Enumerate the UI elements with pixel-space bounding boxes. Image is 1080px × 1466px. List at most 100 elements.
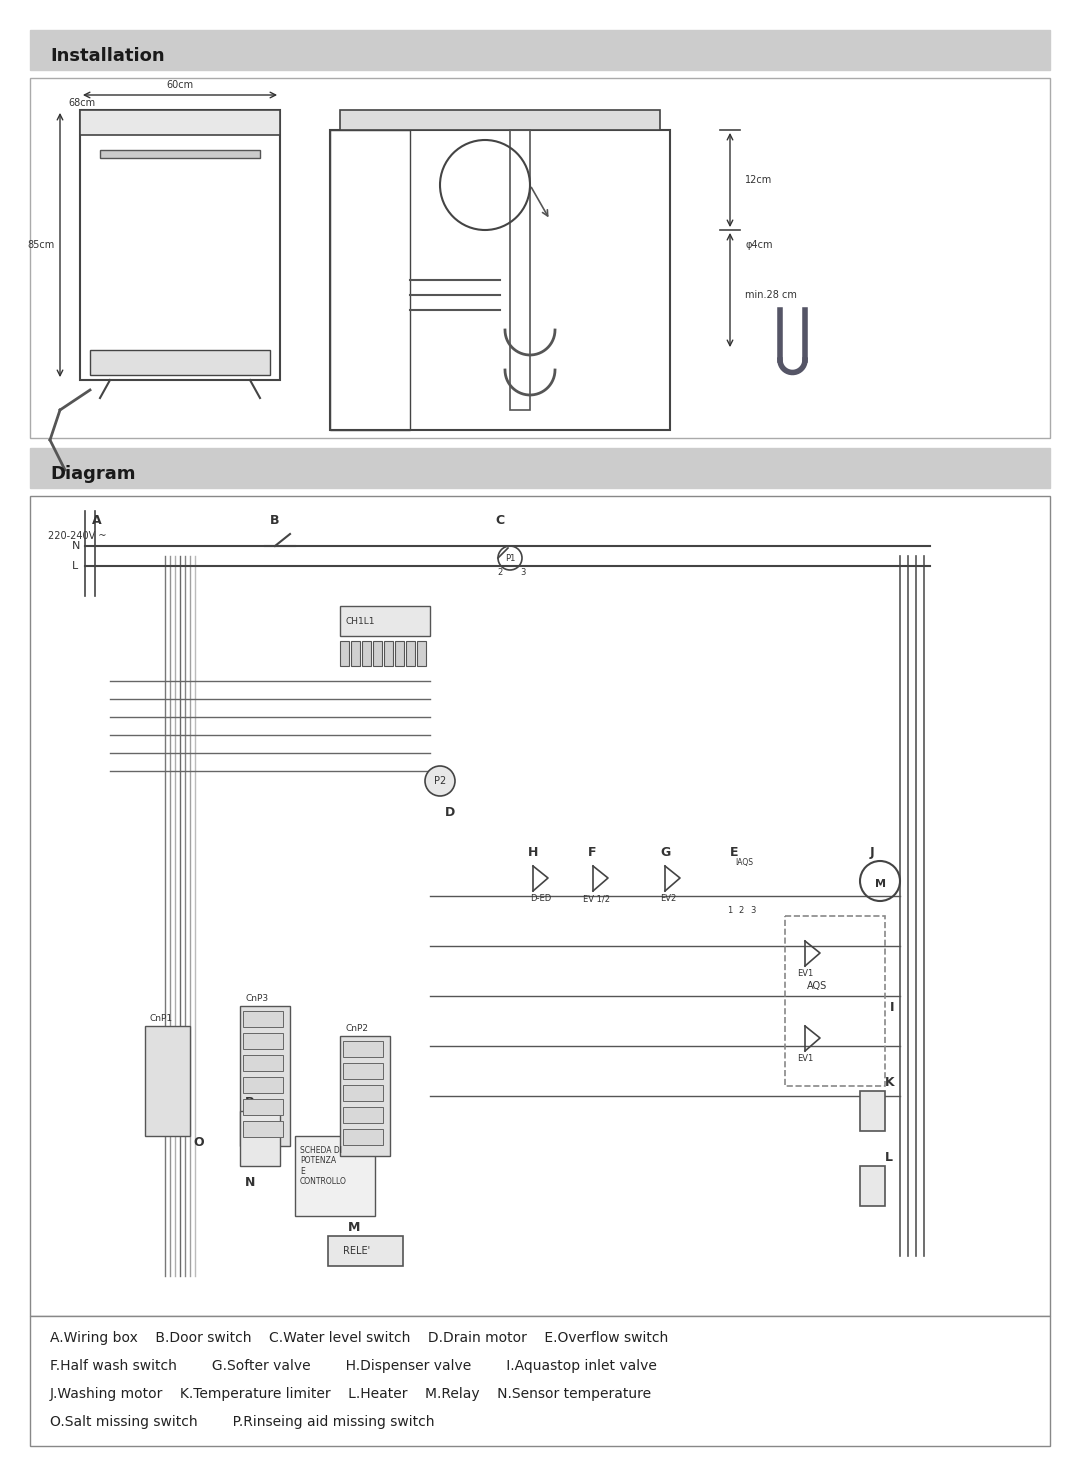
Text: EV1: EV1 [797,1054,813,1063]
Text: 3: 3 [750,906,755,915]
Text: 3: 3 [248,1061,254,1072]
Bar [328,1236,403,1267]
Text: J.Washing motor    K.Temperature limiter    L.Heater    M.Relay    N.Sensor temp: J.Washing motor K.Temperature limiter L.… [50,1387,652,1401]
Text: P: P [245,1097,254,1108]
Bar [243,1100,283,1116]
Bar [860,1165,885,1207]
Text: E: E [730,846,739,859]
Text: 11: 11 [348,1070,357,1079]
Bar [340,110,660,130]
Text: EV2: EV2 [660,894,676,903]
Text: min.28 cm: min.28 cm [745,290,797,301]
Bar [343,1129,383,1145]
Text: CnP3: CnP3 [245,994,268,1003]
Text: N: N [245,1176,255,1189]
Bar [240,1111,280,1165]
Bar [243,1012,283,1028]
Bar [100,150,260,158]
Bar [30,78,1050,438]
Bar [343,1107,383,1123]
Bar [90,350,270,375]
Bar [340,641,349,666]
Text: D-ED: D-ED [530,894,551,903]
Bar [0,0,1080,29]
Bar [395,641,404,666]
Text: 60cm: 60cm [166,81,193,89]
Text: P1: P1 [505,554,515,563]
Bar [417,641,426,666]
Bar [243,1056,283,1072]
Text: 10: 10 [348,1092,357,1101]
Text: 12cm: 12cm [745,174,772,185]
Text: 220-240V ~: 220-240V ~ [48,531,107,541]
Text: D: D [445,806,456,819]
Bar [330,130,670,430]
Bar [343,1041,383,1057]
Text: RELE': RELE' [343,1246,370,1256]
Text: Installation: Installation [50,47,164,65]
Bar [330,130,410,430]
Text: B: B [270,515,280,526]
Text: 1: 1 [727,906,732,915]
Text: 2: 2 [248,1039,253,1050]
Text: G: G [660,846,671,859]
Bar [243,1121,283,1138]
Text: 68cm: 68cm [68,98,95,108]
Text: 3: 3 [519,567,525,578]
Text: A.Wiring box    B.Door switch    C.Water level switch    D.Drain motor    E.Over: A.Wiring box B.Door switch C.Water level… [50,1331,669,1344]
Bar [384,641,393,666]
Text: 12: 12 [348,1048,357,1057]
Text: 9: 9 [348,1114,353,1123]
Text: 2: 2 [738,906,743,915]
Bar [351,641,360,666]
Text: EV1: EV1 [797,969,813,978]
Text: CnP1: CnP1 [150,1014,173,1023]
Bar [510,130,530,410]
Text: O.Salt missing switch        P.Rinseing aid missing switch: O.Salt missing switch P.Rinseing aid mis… [50,1415,434,1429]
Text: 85cm: 85cm [28,240,55,251]
Bar [80,110,280,135]
Text: M: M [348,1221,361,1234]
Bar [240,1006,291,1146]
Text: 4: 4 [248,1083,253,1094]
Bar [860,1091,885,1130]
Text: P2: P2 [434,776,446,786]
Text: IAQS: IAQS [735,858,753,866]
Bar [295,1136,375,1215]
Text: L: L [72,561,78,570]
Text: 2: 2 [497,567,502,578]
Bar [362,641,372,666]
Text: K: K [885,1076,894,1089]
Text: A: A [92,515,102,526]
Text: AQS: AQS [807,981,827,991]
Text: CH1L1: CH1L1 [345,617,375,626]
Text: EV 1/2: EV 1/2 [583,894,610,903]
Text: N: N [72,541,80,551]
Bar [30,449,1050,488]
Text: J: J [870,846,875,859]
Bar [373,641,382,666]
Bar [145,1026,190,1136]
Bar [30,496,1050,1316]
Bar [343,1085,383,1101]
Text: M: M [875,880,886,888]
Bar [343,1063,383,1079]
Bar [30,1316,1050,1445]
Text: I: I [890,1001,894,1014]
Text: Diagram: Diagram [50,465,135,482]
Bar [340,605,430,636]
Text: SCHEDA DI
POTENZA
E
CONTROLLO: SCHEDA DI POTENZA E CONTROLLO [300,1146,347,1186]
Text: F: F [588,846,596,859]
Text: 1: 1 [248,1017,253,1028]
Text: φ4cm: φ4cm [745,240,772,251]
Bar [80,110,280,380]
Text: C: C [495,515,504,526]
Text: F.Half wash switch        G.Softer valve        H.Dispenser valve        I.Aquas: F.Half wash switch G.Softer valve H.Disp… [50,1359,657,1374]
Text: 5: 5 [248,1105,253,1116]
Bar [340,1036,390,1157]
Bar [243,1034,283,1050]
Circle shape [426,767,455,796]
Text: H: H [528,846,538,859]
Bar [785,916,885,1086]
Text: L: L [885,1151,893,1164]
